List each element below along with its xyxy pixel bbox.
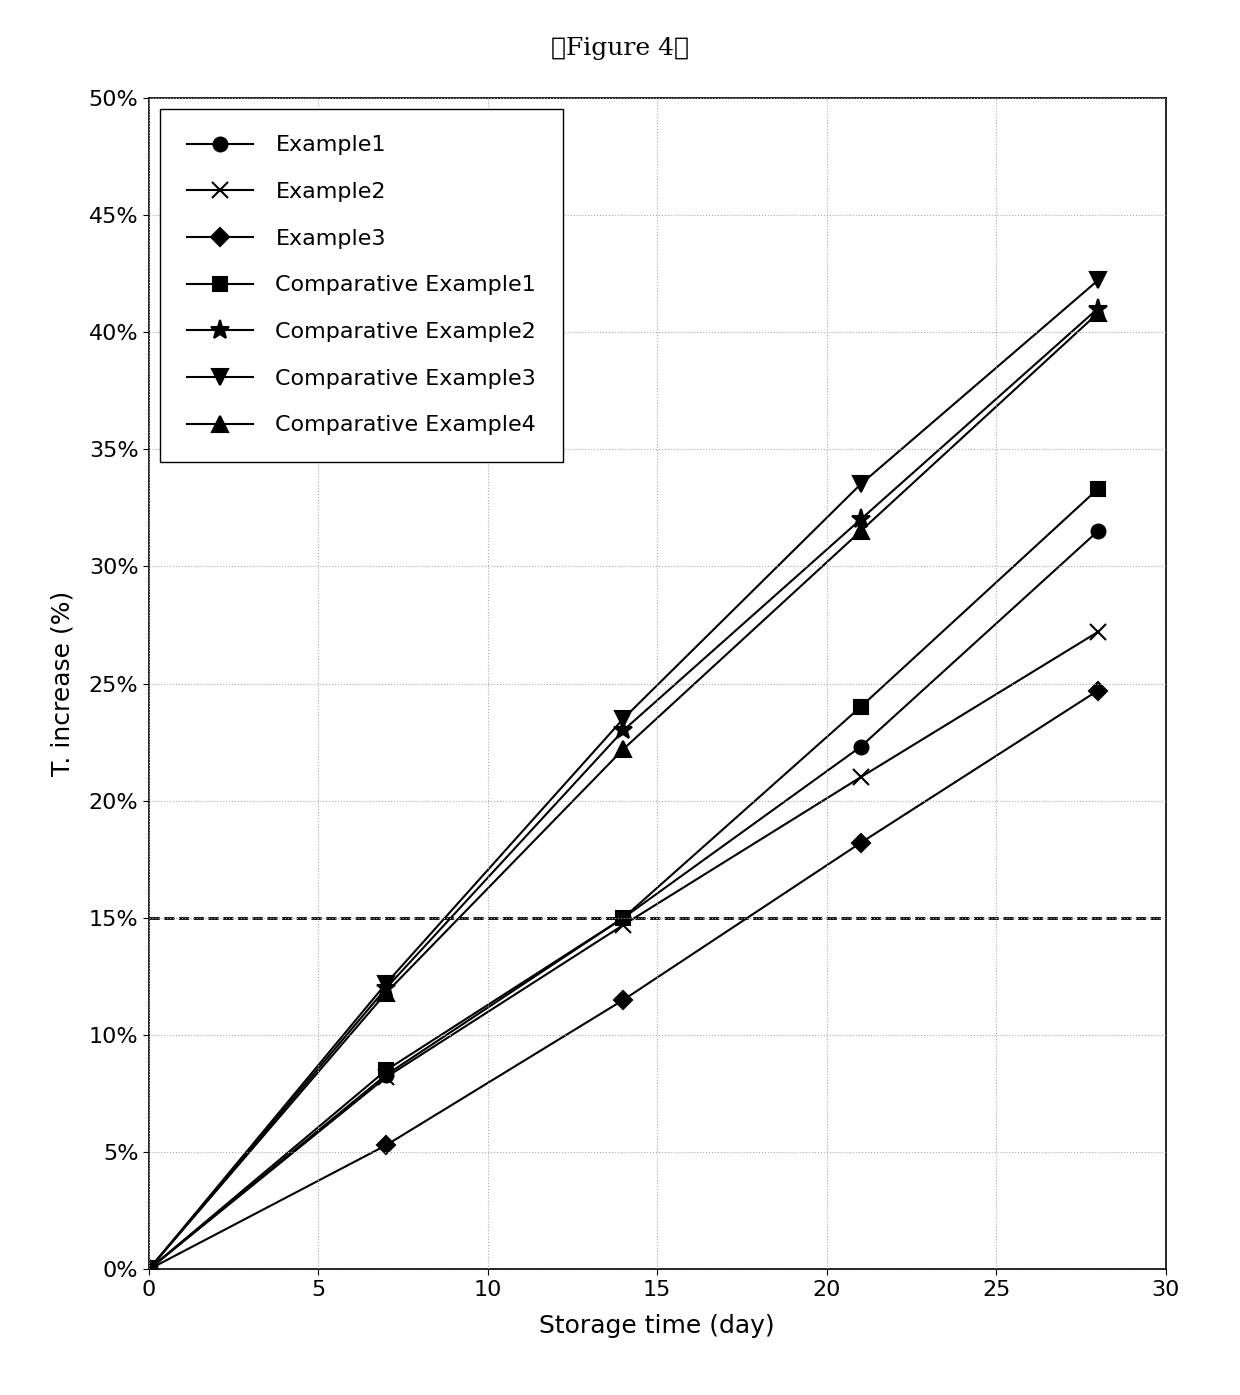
Example1: [378, 1067, 393, 1084]
Comparative Example3: [1090, 272, 1105, 289]
Example2: [1090, 624, 1105, 640]
Comparative Example3: [378, 975, 393, 992]
Example1: [853, 738, 868, 755]
Y-axis label: T. increase (%): T. increase (%): [51, 591, 74, 776]
Line: Comparative Example2: Comparative Example2: [139, 299, 1107, 1279]
Legend: Example1, Example2, Example3, Comparative Example1, Comparative Example2, Compar: Example1, Example2, Example3, Comparativ…: [160, 109, 563, 462]
Example2: [378, 1069, 393, 1085]
Line: Comparative Example4: Comparative Example4: [141, 306, 1105, 1276]
Example3: [141, 1261, 156, 1278]
Comparative Example2: [141, 1261, 156, 1278]
Example2: [853, 769, 868, 785]
Line: Example1: Example1: [141, 525, 1105, 1276]
Comparative Example1: [853, 699, 868, 716]
Example1: [1090, 523, 1105, 540]
Example2: [141, 1261, 156, 1278]
Comparative Example3: [616, 710, 631, 727]
Line: Comparative Example1: Comparative Example1: [141, 483, 1105, 1276]
Comparative Example2: [1090, 300, 1105, 317]
Example1: [616, 910, 631, 926]
Line: Example3: Example3: [143, 685, 1104, 1275]
Comparative Example2: [616, 723, 631, 739]
Comparative Example4: [1090, 306, 1105, 322]
X-axis label: Storage time (day): Storage time (day): [539, 1314, 775, 1338]
Comparative Example3: [853, 476, 868, 492]
Comparative Example2: [378, 979, 393, 996]
Comparative Example4: [141, 1261, 156, 1278]
Example2: [616, 917, 631, 933]
Comparative Example1: [141, 1261, 156, 1278]
Comparative Example1: [616, 910, 631, 926]
Example3: [853, 834, 868, 851]
Line: Comparative Example3: Comparative Example3: [141, 273, 1105, 1276]
Comparative Example3: [141, 1261, 156, 1278]
Text: 【Figure 4】: 【Figure 4】: [551, 38, 689, 60]
Example1: [141, 1261, 156, 1278]
Comparative Example1: [378, 1062, 393, 1078]
Example3: [1090, 682, 1105, 699]
Comparative Example2: [853, 511, 868, 527]
Line: Example2: Example2: [141, 625, 1105, 1276]
Comparative Example4: [616, 741, 631, 757]
Comparative Example1: [1090, 481, 1105, 498]
Comparative Example4: [378, 985, 393, 1002]
Example3: [616, 992, 631, 1009]
Comparative Example4: [853, 523, 868, 540]
Example3: [378, 1137, 393, 1154]
